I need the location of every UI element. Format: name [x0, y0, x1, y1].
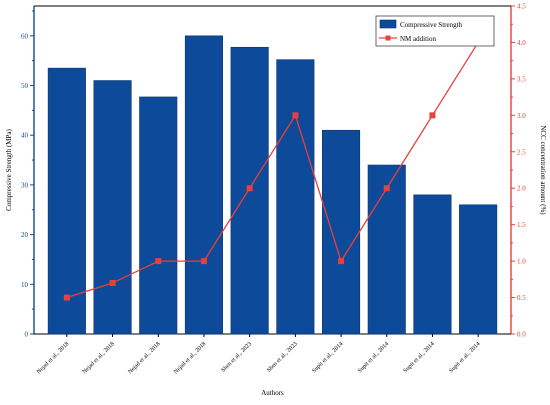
right-tick-label: 3.0	[517, 112, 526, 120]
x-tick-label: Supit et al., 2014	[357, 341, 390, 374]
left-tick-label: 0	[25, 331, 29, 339]
nm-addition-point	[383, 185, 390, 192]
left-tick-label: 50	[21, 82, 29, 90]
x-tick-label: Nejad et al., 2018	[173, 341, 207, 375]
legend-line-label: NM addition	[400, 35, 436, 43]
bar	[276, 59, 315, 335]
bar	[459, 204, 498, 335]
legend-bar-label: Compressive Strength	[400, 21, 463, 29]
bar	[322, 129, 361, 335]
right-tick-label: 0.0	[517, 331, 526, 339]
bar	[93, 80, 132, 335]
left-axis-label: Compressive Strength (MPa)	[5, 129, 13, 211]
left-tick-label: 20	[21, 231, 29, 239]
nm-addition-point	[200, 258, 207, 265]
x-tick-label: Shen et al., 2023	[220, 341, 253, 374]
x-tick-label: Nejad et al., 2018	[36, 341, 70, 375]
legend-bar-swatch	[379, 19, 397, 29]
x-tick-label: Supit et al., 2014	[403, 341, 436, 374]
left-tick-label: 30	[21, 181, 29, 189]
right-tick-label: 3.5	[517, 75, 526, 83]
right-tick-label: 1.0	[517, 258, 526, 266]
right-tick-label: 2.0	[517, 185, 526, 193]
right-tick-label: 1.5	[517, 221, 526, 229]
right-axis-label: NCC concentration amount (%)	[539, 125, 547, 215]
bar	[139, 96, 178, 335]
right-tick-label: 0.5	[517, 294, 526, 302]
left-tick-label: 10	[21, 281, 29, 289]
nm-addition-point	[292, 112, 299, 119]
nm-addition-point	[246, 185, 253, 192]
nm-addition-point	[429, 112, 436, 119]
bar	[413, 194, 452, 335]
bar	[184, 35, 223, 335]
bar	[367, 164, 406, 335]
x-tick-label: Nejad et al., 2018	[127, 341, 161, 375]
x-tick-label: Supit et al., 2014	[311, 341, 344, 374]
x-tick-label: Nejad et al., 2018	[82, 341, 116, 375]
left-tick-label: 40	[21, 132, 29, 140]
right-tick-label: 4.5	[517, 3, 526, 11]
nm-addition-point	[109, 279, 116, 286]
x-axis-label: Authors	[261, 389, 284, 397]
nm-addition-line	[66, 42, 479, 299]
bar	[47, 67, 86, 335]
nm-addition-point	[63, 294, 70, 301]
x-tick-label: Supit et al., 2014	[448, 341, 481, 374]
nm-addition-point	[155, 258, 162, 265]
x-tick-label: Shen et al., 2023	[266, 341, 299, 374]
right-tick-label: 2.5	[517, 148, 526, 156]
nm-addition-point	[338, 258, 345, 265]
left-tick-label: 60	[21, 32, 29, 40]
right-tick-label: 4.0	[517, 39, 526, 47]
legend-line-marker	[385, 35, 391, 41]
